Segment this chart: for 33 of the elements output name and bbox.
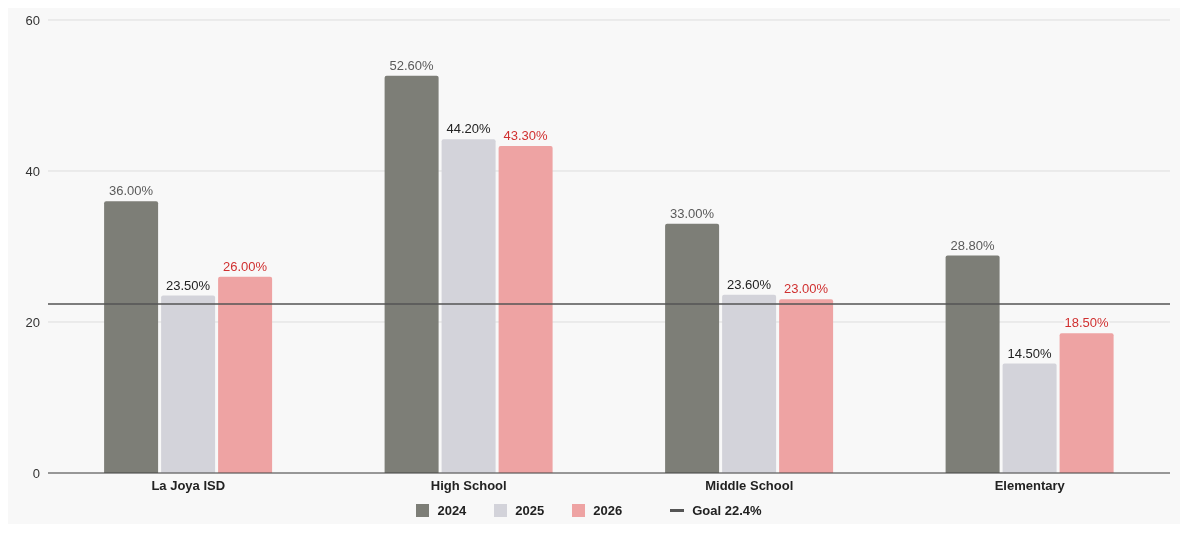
data-label: 14.50% bbox=[1007, 345, 1053, 361]
bar bbox=[779, 299, 834, 473]
bar bbox=[218, 276, 273, 473]
y-tick-label: 20 bbox=[25, 314, 40, 330]
data-label: 43.30% bbox=[503, 128, 549, 144]
data-label: 23.60% bbox=[727, 276, 772, 292]
legend-label: 2025 bbox=[514, 503, 545, 518]
data-label: 52.60% bbox=[389, 57, 435, 73]
data-label: 23.50% bbox=[166, 277, 211, 293]
y-tick-label: 40 bbox=[25, 163, 40, 179]
bar bbox=[104, 201, 159, 473]
bar bbox=[945, 255, 1000, 473]
legend-label: Goal 22.4% bbox=[691, 503, 762, 518]
x-tick-label: Middle School bbox=[705, 478, 794, 494]
legend-label: 2024 bbox=[436, 503, 467, 518]
data-label: 44.20% bbox=[446, 121, 492, 137]
bar bbox=[1059, 333, 1114, 473]
data-label: 18.50% bbox=[1064, 315, 1110, 331]
legend-label: 2026 bbox=[592, 503, 623, 518]
data-label: 36.00% bbox=[109, 183, 154, 199]
y-tick-label: 60 bbox=[25, 12, 40, 28]
bar bbox=[498, 146, 553, 473]
x-tick-label: High School bbox=[430, 478, 507, 494]
x-tick-label: La Joya ISD bbox=[151, 478, 226, 494]
data-label: 23.00% bbox=[784, 281, 829, 297]
data-label: 28.80% bbox=[950, 237, 996, 253]
bar bbox=[665, 223, 720, 473]
data-label: 33.00% bbox=[670, 205, 715, 221]
y-tick-label: 0 bbox=[32, 465, 40, 481]
x-tick-label: Elementary bbox=[994, 478, 1066, 494]
data-label: 26.00% bbox=[223, 258, 268, 274]
bar bbox=[384, 75, 439, 473]
bar bbox=[1002, 363, 1057, 473]
